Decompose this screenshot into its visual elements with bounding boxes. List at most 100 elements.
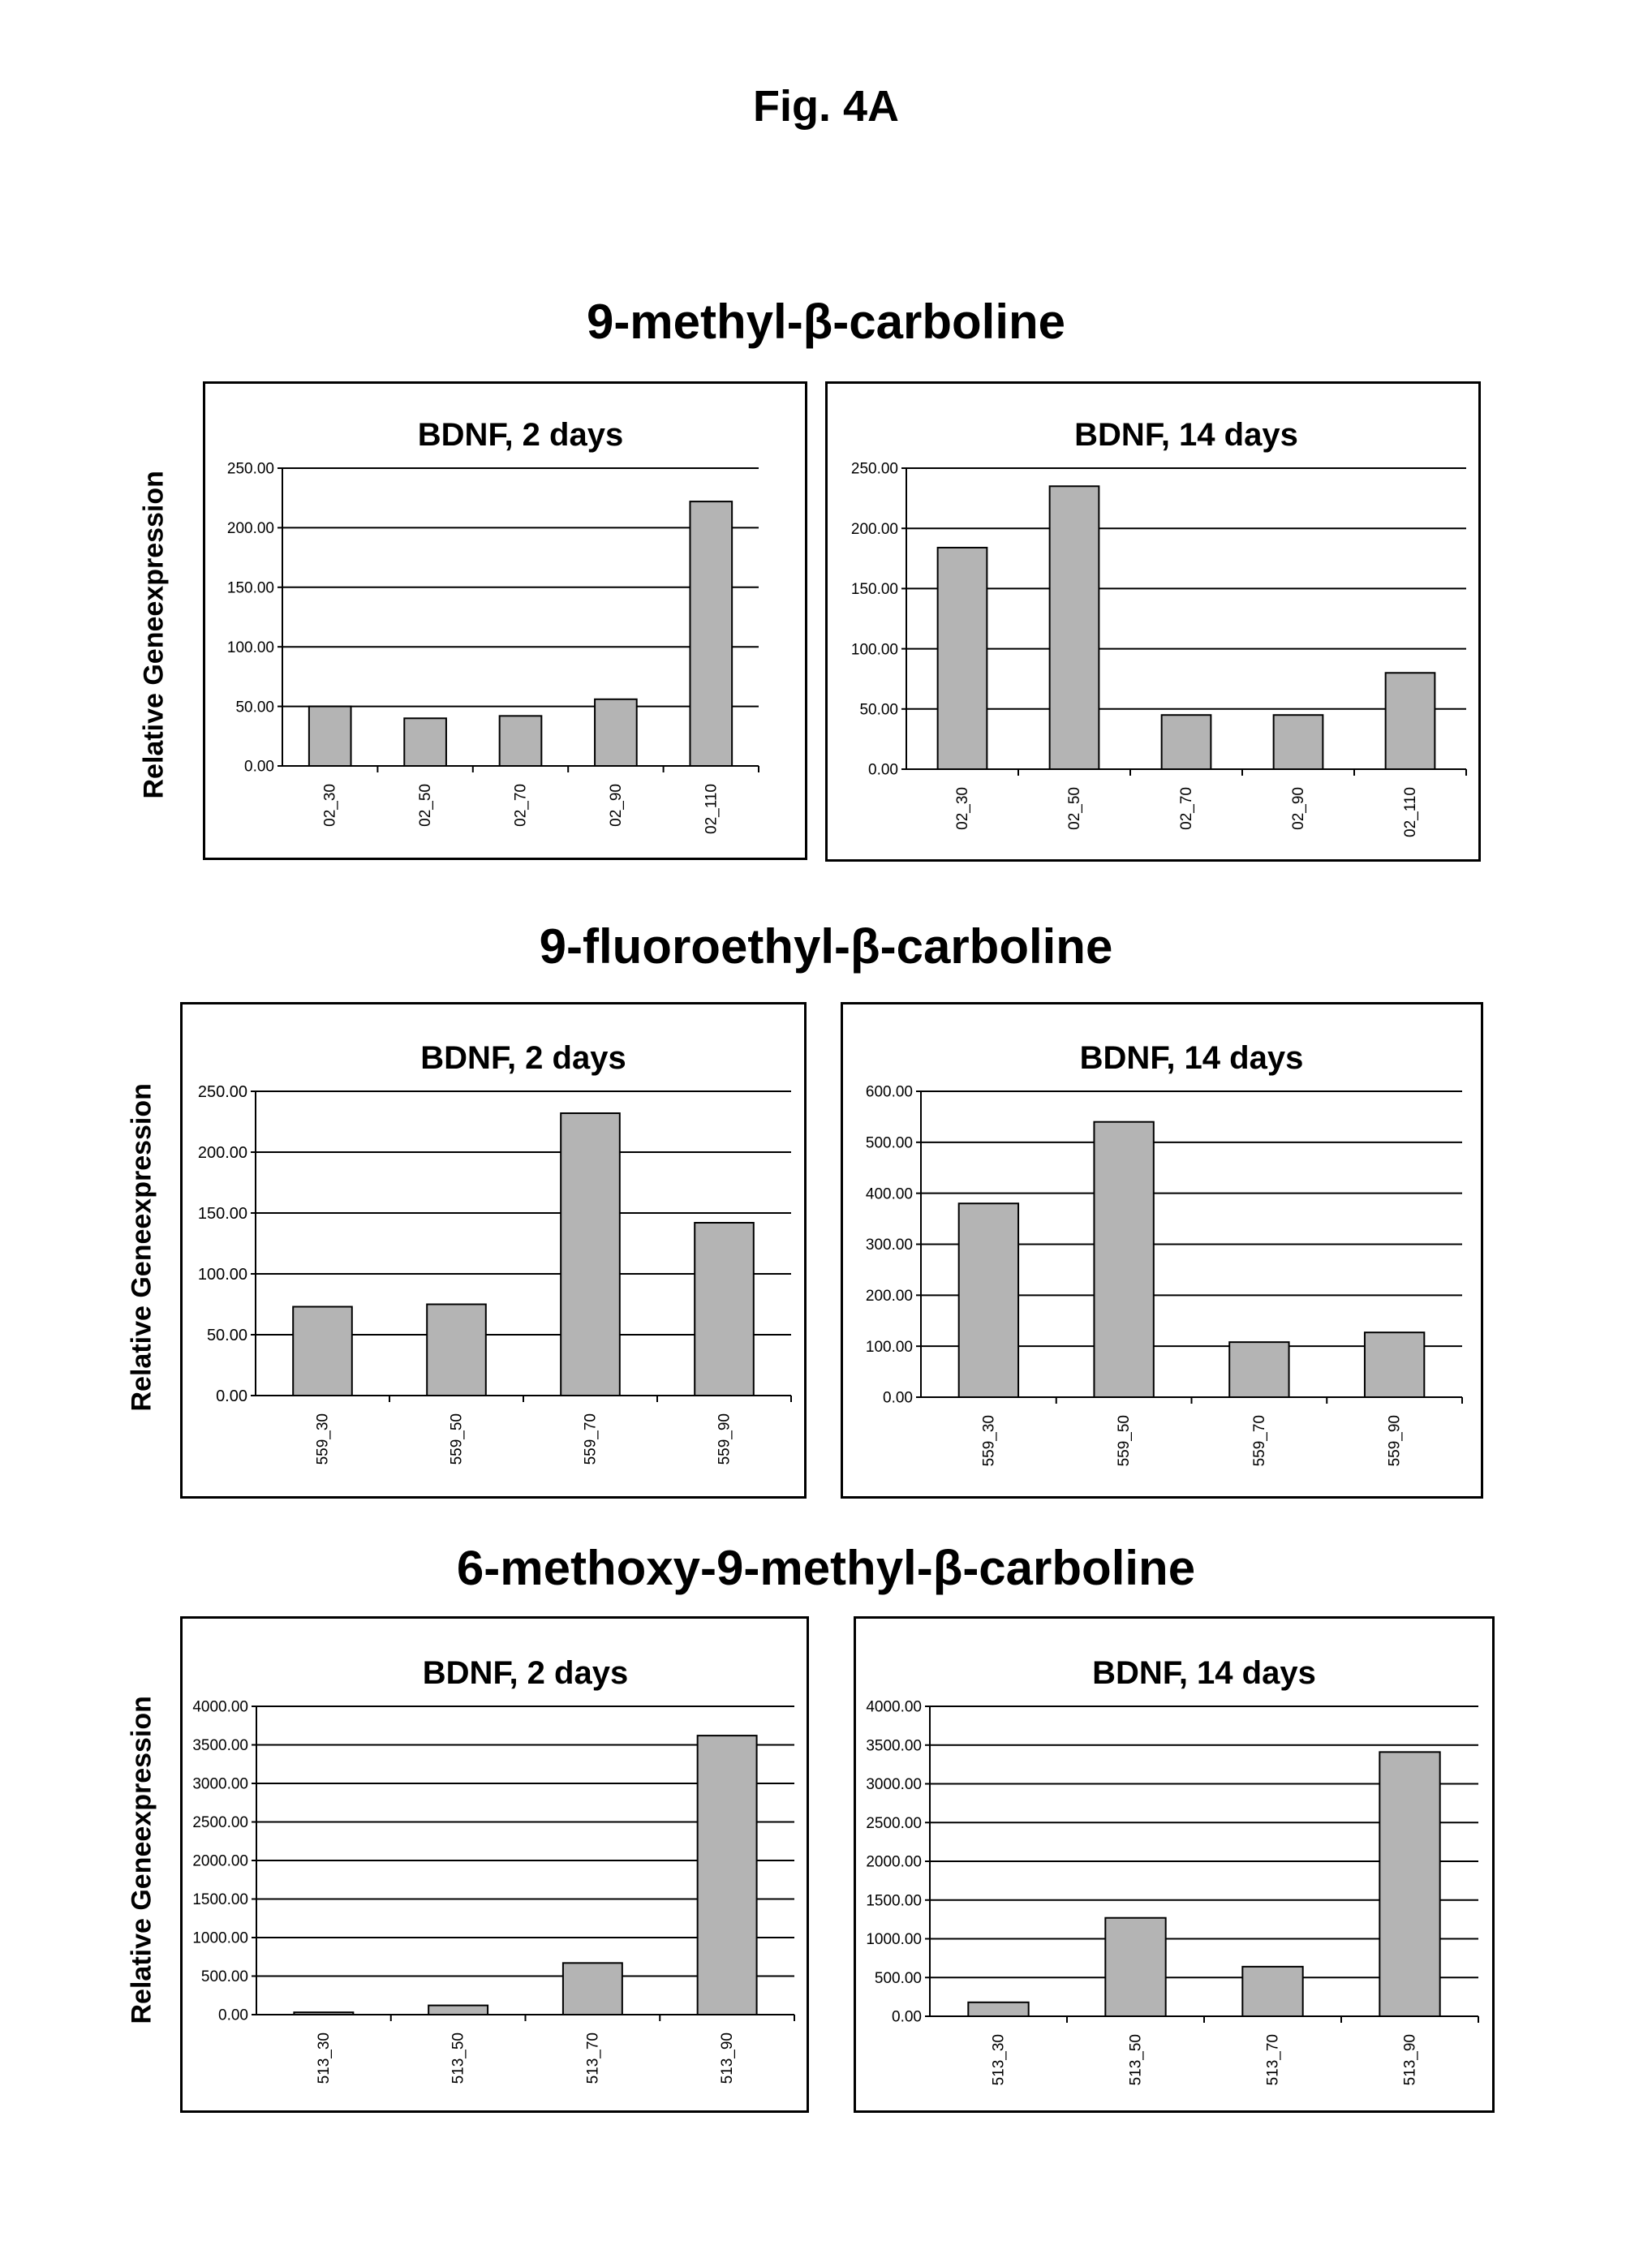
y-tick-label: 150.00 [227,579,274,596]
y-tick-label: 3000.00 [866,1776,922,1793]
bar-559_90 [695,1223,754,1396]
x-tick-label: 513_30 [316,2032,333,2084]
y-tick-label: 1500.00 [192,1891,248,1908]
bar-513_70 [563,1963,622,2015]
bar-513_90 [698,1736,757,2015]
y-tick-label: 0.00 [868,762,898,779]
bar-513_30 [968,2002,1028,2016]
x-tick-label: 02_50 [417,784,434,827]
bar-02_110 [690,501,732,766]
row-title-9-fluoroethyl: 9-fluoroethyl-β-carboline [0,918,1652,974]
y-tick-label: 1000.00 [866,1931,922,1948]
chart-9-methyl-14-days: BDNF, 14 days 0.00 50.00 100.00 150.00 200.00… [825,381,1481,862]
row-title-6-methoxy: 6-methoxy-9-methyl-β-carboline [0,1540,1652,1596]
x-tick-label: 513_70 [584,2032,601,2084]
y-axis-label-row-3: Relative Geneexpression [127,1667,158,2024]
y-tick-label: 500.00 [201,1968,248,1985]
y-tick-label: 600.00 [866,1084,913,1101]
y-tick-label: 2500.00 [866,1815,922,1832]
y-tick-label: 2000.00 [866,1854,922,1871]
bar-513_50 [428,2006,488,2015]
chart-frame [827,383,1480,861]
chart-title: BDNF, 2 days [420,1040,626,1076]
x-tick-label: 02_90 [608,784,625,827]
chart-9-methyl-2-days: BDNF, 2 days 0.00 50.00 100.00 150.00 200.00 2… [203,381,807,860]
x-tick-label: 02_30 [954,787,971,830]
x-tick-label: 513_70 [1265,2034,1282,2085]
bar-559_50 [1094,1122,1153,1397]
bar-513_90 [1379,1752,1439,2016]
bar-02_110 [1386,673,1435,769]
x-tick-label: 02_50 [1066,787,1083,830]
chart-title: BDNF, 14 days [1074,417,1298,453]
y-tick-label: 4000.00 [192,1699,248,1716]
x-tick-label: 559_70 [583,1413,600,1465]
y-axis-label-row-1: Relative Geneexpression [139,442,170,799]
y-tick-label: 200.00 [851,521,898,538]
chart-6-methoxy-14-days: BDNF, 14 days0.00500.001000.001500.00200… [854,1616,1495,2113]
y-axis-label-row-2: Relative Geneexpression [127,1055,158,1412]
y-tick-label: 250.00 [851,461,898,478]
y-tick-label: 0.00 [244,759,274,776]
chart-title: BDNF, 2 days [418,417,623,453]
x-tick-label: 02_70 [513,784,530,827]
x-tick-label: 559_70 [1251,1415,1268,1466]
x-tick-label: 559_90 [716,1413,734,1465]
y-tick-label: 500.00 [866,1134,913,1151]
bar-02_30 [309,707,351,766]
x-tick-label: 02_110 [1402,787,1419,837]
y-tick-label: 100.00 [866,1339,913,1356]
y-tick-label: 250.00 [227,461,274,478]
y-tick-label: 3000.00 [192,1776,248,1793]
y-tick-label: 0.00 [216,1387,247,1405]
x-tick-label: 559_50 [1116,1415,1133,1466]
bar-559_90 [1365,1332,1424,1397]
x-tick-label: 02_30 [322,784,339,827]
x-tick-label: 513_50 [450,2032,467,2084]
y-tick-label: 0.00 [218,2007,248,2024]
x-tick-label: 513_50 [1128,2034,1145,2085]
y-tick-label: 200.00 [866,1288,913,1305]
bar-02_70 [1162,715,1211,769]
bar-559_70 [1229,1342,1288,1397]
y-tick-label: 200.00 [198,1144,247,1162]
x-tick-label: 559_30 [315,1413,332,1465]
bar-02_30 [938,548,987,769]
x-tick-label: 02_90 [1290,787,1307,830]
y-tick-label: 50.00 [207,1327,247,1344]
y-tick-label: 400.00 [866,1185,913,1202]
bar-02_50 [404,718,446,766]
y-tick-label: 250.00 [198,1083,247,1101]
y-tick-label: 300.00 [866,1237,913,1254]
x-tick-label: 559_90 [1387,1415,1404,1466]
bar-513_50 [1105,1918,1165,2016]
bar-513_70 [1242,1967,1302,2016]
y-tick-label: 1000.00 [192,1930,248,1947]
y-tick-label: 50.00 [235,699,274,716]
chart-9-fluoroethyl-14-days: BDNF, 14 days0.00100.00200.00300.00400.0… [841,1002,1483,1499]
y-tick-label: 100.00 [227,639,274,656]
bar-559_50 [427,1305,486,1396]
y-tick-label: 150.00 [198,1205,247,1223]
chart-title: BDNF, 14 days [1092,1655,1316,1691]
bar-559_30 [293,1307,352,1396]
chart-title: BDNF, 2 days [423,1655,628,1691]
y-tick-label: 3500.00 [192,1737,248,1754]
y-tick-label: 150.00 [851,581,898,598]
y-tick-label: 50.00 [859,701,898,718]
y-tick-label: 500.00 [875,1970,922,1987]
bar-02_50 [1050,486,1099,769]
y-tick-label: 4000.00 [866,1699,922,1716]
row-title-9-methyl: 9-methyl-β-carboline [0,294,1652,350]
y-tick-label: 200.00 [227,520,274,537]
y-tick-label: 0.00 [892,2009,922,2026]
x-tick-label: 02_70 [1178,787,1195,830]
figure-title: Fig. 4A [0,81,1652,131]
bar-02_90 [595,699,637,766]
y-tick-label: 100.00 [851,641,898,658]
x-tick-label: 513_30 [991,2034,1008,2085]
x-tick-label: 513_90 [1402,2034,1419,2085]
bar-02_90 [1274,715,1323,769]
x-tick-label: 513_90 [719,2032,736,2084]
bar-559_30 [959,1203,1018,1397]
